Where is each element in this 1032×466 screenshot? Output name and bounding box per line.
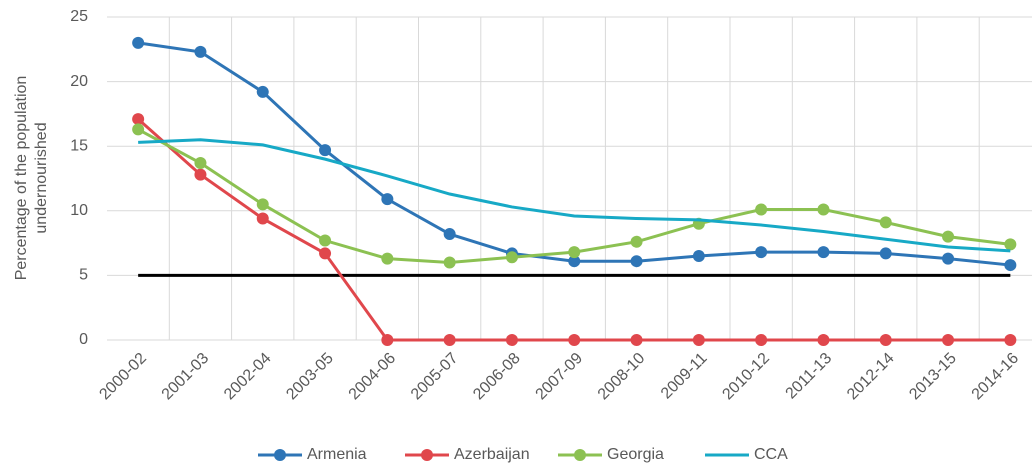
point bbox=[817, 246, 830, 259]
point bbox=[443, 334, 456, 346]
point bbox=[817, 203, 830, 216]
x-tick-label: 2011-13 bbox=[783, 350, 836, 403]
series-line bbox=[137, 41, 1011, 267]
point bbox=[630, 235, 643, 248]
point bbox=[879, 334, 892, 346]
point bbox=[381, 252, 394, 265]
y-tick-label: 5 bbox=[79, 267, 88, 284]
point bbox=[256, 198, 269, 211]
x-tick-label: 2006-08 bbox=[470, 350, 524, 404]
point bbox=[692, 250, 705, 263]
point bbox=[692, 334, 705, 346]
point bbox=[630, 255, 643, 268]
point bbox=[319, 144, 332, 157]
x-tick-label: 2000-02 bbox=[96, 350, 150, 404]
point bbox=[132, 36, 145, 49]
x-tick-label: 2003-05 bbox=[283, 350, 337, 404]
x-tick-label: 2013-15 bbox=[906, 350, 960, 404]
point bbox=[568, 246, 581, 259]
point bbox=[1004, 259, 1017, 272]
point bbox=[630, 334, 643, 346]
legend-label: CCA bbox=[754, 446, 788, 463]
point bbox=[381, 334, 394, 346]
y-axis-label: Percentage of the population bbox=[13, 76, 30, 281]
x-tick-label: 2009-11 bbox=[658, 350, 711, 403]
point bbox=[755, 203, 768, 216]
y-tick-label: 25 bbox=[70, 8, 88, 25]
series-line bbox=[137, 117, 1011, 342]
y-tick-label: 15 bbox=[70, 137, 88, 154]
point bbox=[817, 334, 830, 346]
point bbox=[942, 252, 955, 265]
point bbox=[568, 334, 581, 346]
point bbox=[319, 247, 332, 260]
point bbox=[319, 234, 332, 247]
legend-label: Armenia bbox=[307, 446, 367, 463]
x-tick-label: 2001-03 bbox=[159, 350, 213, 404]
y-tick-label: 20 bbox=[70, 73, 88, 90]
y-tick-label: 10 bbox=[70, 202, 88, 219]
legend-marker bbox=[574, 449, 586, 461]
x-tick-label: 2010-12 bbox=[719, 350, 773, 404]
point bbox=[1004, 334, 1017, 346]
point bbox=[505, 334, 518, 346]
point bbox=[443, 228, 456, 241]
point bbox=[194, 156, 207, 169]
point bbox=[1004, 238, 1017, 251]
series-line bbox=[138, 138, 1011, 253]
y-axis-label: undernourished bbox=[33, 122, 50, 233]
legend-marker bbox=[274, 449, 286, 461]
point bbox=[194, 45, 207, 58]
point bbox=[879, 247, 892, 260]
x-tick-label: 2012-14 bbox=[844, 350, 898, 404]
point bbox=[194, 168, 207, 181]
legend-label: Azerbaijan bbox=[454, 446, 530, 463]
y-tick-label: 0 bbox=[79, 331, 88, 348]
point bbox=[755, 246, 768, 259]
legend-marker bbox=[421, 449, 433, 461]
point bbox=[755, 334, 768, 346]
x-tick-label: 2014-16 bbox=[969, 350, 1023, 404]
point bbox=[132, 123, 145, 136]
point bbox=[381, 193, 394, 206]
point bbox=[879, 216, 892, 229]
point bbox=[505, 251, 518, 264]
point bbox=[256, 212, 269, 225]
point bbox=[443, 256, 456, 269]
point bbox=[132, 113, 145, 126]
point bbox=[942, 230, 955, 243]
legend-label: Georgia bbox=[607, 446, 664, 463]
x-tick-label: 2004-06 bbox=[346, 350, 400, 404]
x-tick-label: 2002-04 bbox=[221, 350, 275, 404]
point bbox=[942, 334, 955, 346]
x-tick-label: 2005-07 bbox=[408, 350, 462, 404]
point bbox=[568, 255, 581, 268]
point bbox=[256, 85, 269, 98]
x-tick-label: 2008-10 bbox=[595, 350, 649, 404]
x-tick-label: 2007-09 bbox=[533, 350, 587, 404]
series-line bbox=[137, 128, 1011, 264]
